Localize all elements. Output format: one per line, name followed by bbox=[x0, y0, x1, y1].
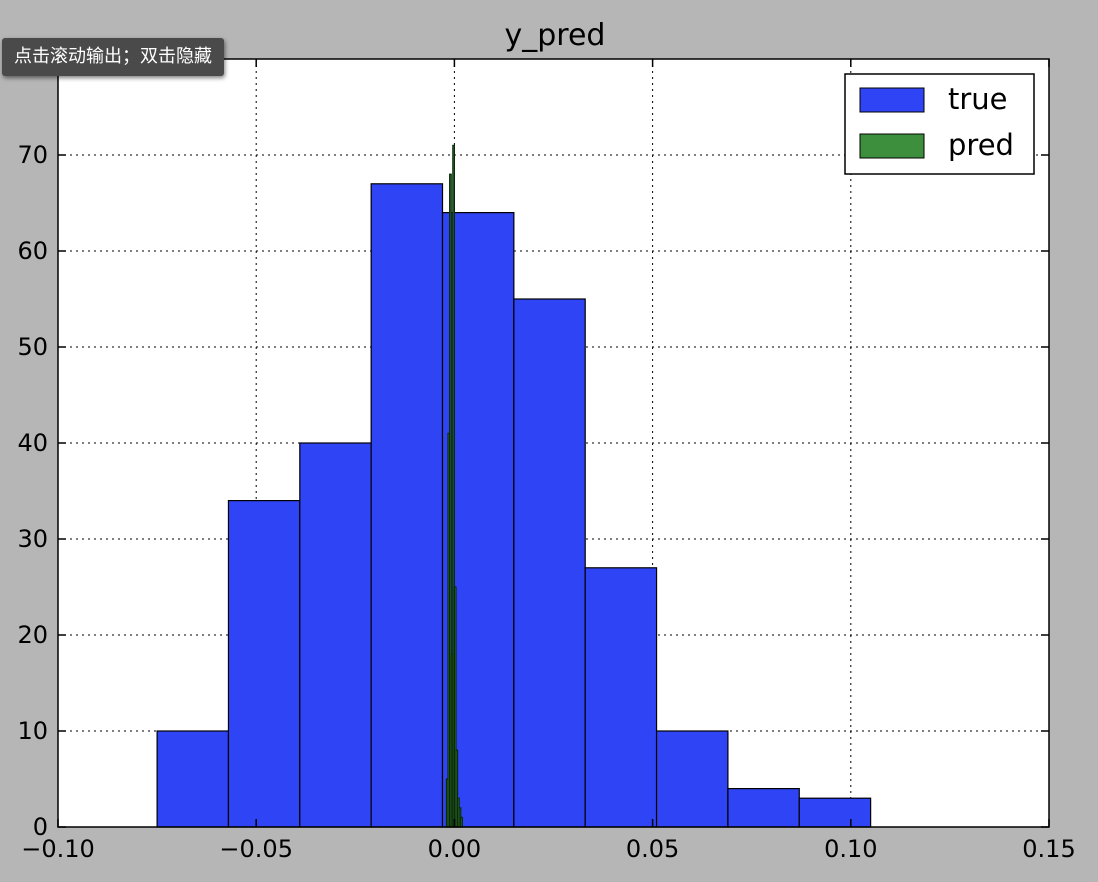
x-tick-label: −0.10 bbox=[21, 835, 95, 863]
x-tick-label: 0.10 bbox=[824, 835, 877, 863]
x-tick-label: 0.05 bbox=[626, 835, 679, 863]
x-tick-label: 0.00 bbox=[428, 835, 481, 863]
y-tick-label: 30 bbox=[17, 525, 48, 553]
histogram-bar-true bbox=[798, 797, 872, 828]
y-tick-label: 50 bbox=[17, 333, 48, 361]
y-tick-label: 60 bbox=[17, 237, 48, 265]
histogram-bar-true bbox=[370, 183, 444, 828]
y-tick-label: 10 bbox=[17, 717, 48, 745]
y-tick-label: 40 bbox=[17, 429, 48, 457]
axis-ticks: −0.10 −0.05 0.00 0.05 0.10 0.15 0 10 20 30 40 50 60 7… bbox=[17, 59, 1076, 863]
y-tick-label: 0 bbox=[33, 813, 48, 841]
y-tick-label: 20 bbox=[17, 621, 48, 649]
legend-swatch-pred bbox=[859, 133, 925, 159]
y-tick-label: 70 bbox=[17, 141, 48, 169]
legend: true pred bbox=[844, 73, 1035, 175]
histogram-bar-true bbox=[227, 500, 301, 828]
histogram-bar-true bbox=[513, 298, 586, 828]
histogram-bar-true bbox=[584, 567, 658, 828]
x-tick-label: −0.05 bbox=[219, 835, 293, 863]
histogram-bar-pred bbox=[460, 816, 463, 828]
legend-label-true: true bbox=[948, 82, 1008, 116]
legend-label-pred: pred bbox=[948, 128, 1014, 162]
legend-swatch-true bbox=[859, 87, 925, 113]
histogram-bar-true bbox=[655, 730, 729, 828]
histogram-bar-true bbox=[299, 442, 372, 828]
scroll-output-tooltip[interactable]: 点击滚动输出；双击隐藏 bbox=[2, 38, 224, 76]
chart-title: y_pred bbox=[505, 18, 606, 53]
x-tick-label: 0.15 bbox=[1022, 835, 1075, 863]
histogram-bar-true bbox=[156, 730, 230, 828]
histogram-bar-true bbox=[727, 787, 800, 828]
